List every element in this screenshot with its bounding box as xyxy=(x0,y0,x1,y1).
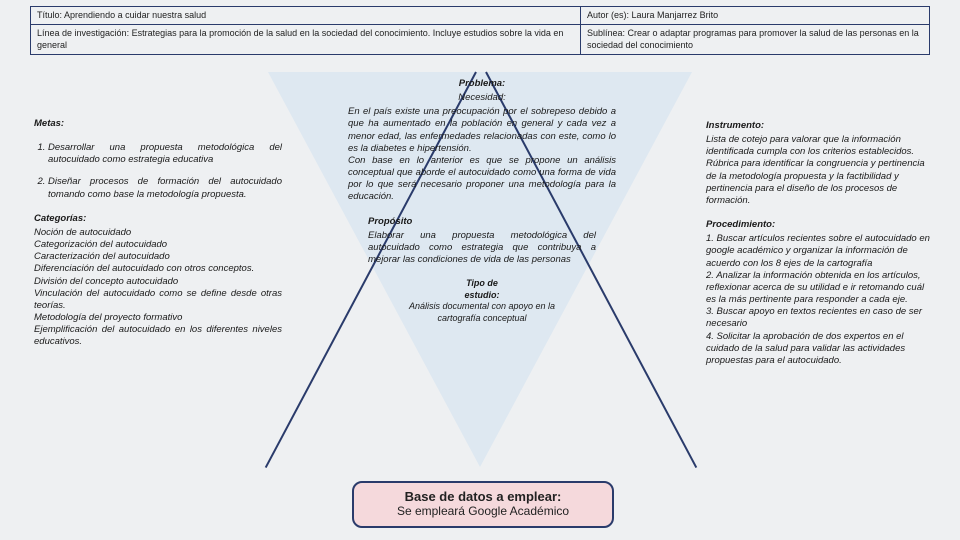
header-row-2: Línea de investigación: Estrategias para… xyxy=(31,25,929,54)
instrumento-body: Lista de cotejo para valorar que la info… xyxy=(706,134,934,207)
database-body: Se empleará Google Académico xyxy=(362,504,604,518)
header-table: Título: Aprendiendo a cuidar nuestra sal… xyxy=(30,6,930,55)
titulo-value: Aprendiendo a cuidar nuestra salud xyxy=(64,10,206,20)
sublinea-cell: Sublínea: Crear o adaptar programas para… xyxy=(581,25,929,54)
tipo-heading-1: Tipo de xyxy=(402,278,562,290)
problema-heading: Problema: xyxy=(348,78,616,90)
categorias-heading: Categorías: xyxy=(34,213,282,225)
proc-3: 3. Buscar apoyo en textos recientes en c… xyxy=(706,306,934,330)
proc-2: 2. Analizar la información obtenida en l… xyxy=(706,270,934,306)
titulo-cell: Título: Aprendiendo a cuidar nuestra sal… xyxy=(31,7,581,24)
left-column: Metas: Desarrollar una propuesta metodol… xyxy=(34,118,282,361)
categorias-body: Noción de autocuidado Categorización del… xyxy=(34,227,282,349)
autor-value: Laura Manjarrez Brito xyxy=(632,10,719,20)
center-column: Problema: Necesidad: En el país existe u… xyxy=(348,78,616,324)
header-row-1: Título: Aprendiendo a cuidar nuestra sal… xyxy=(31,7,929,25)
tipo-estudio: Tipo de estudio: Análisis documental con… xyxy=(348,278,616,324)
meta-2: Diseñar procesos de formación del autocu… xyxy=(48,176,282,200)
proposito-body: Elaborar una propuesta metodológica del … xyxy=(368,230,596,266)
linea-label: Línea de investigación: xyxy=(37,28,129,38)
necesidad-body: En el país existe una preocupación por e… xyxy=(348,106,616,203)
proposito-heading: Propósito xyxy=(368,216,596,228)
metas-list: Desarrollar una propuesta metodológica d… xyxy=(34,142,282,201)
necesidad-heading: Necesidad: xyxy=(348,92,616,104)
instrumento-heading: Instrumento: xyxy=(706,120,934,132)
meta-1: Desarrollar una propuesta metodológica d… xyxy=(48,142,282,166)
autor-cell: Autor (es): Laura Manjarrez Brito xyxy=(581,7,929,24)
proc-4: 4. Solicitar la aprobación de dos expert… xyxy=(706,331,934,367)
metas-heading: Metas: xyxy=(34,118,282,130)
tipo-heading-2: estudio: xyxy=(402,290,562,302)
database-box: Base de datos a emplear: Se empleará Goo… xyxy=(352,481,614,528)
linea-cell: Línea de investigación: Estrategias para… xyxy=(31,25,581,54)
sublinea-value: Crear o adaptar programas para promover … xyxy=(587,28,919,49)
right-column: Instrumento: Lista de cotejo para valora… xyxy=(706,120,934,379)
proc-1: 1. Buscar artículos recientes sobre el a… xyxy=(706,233,934,269)
titulo-label: Título: xyxy=(37,10,62,20)
procedimiento-heading: Procedimiento: xyxy=(706,219,934,231)
autor-label: Autor (es): xyxy=(587,10,629,20)
sublinea-label: Sublínea: xyxy=(587,28,625,38)
database-title: Base de datos a emplear: xyxy=(362,489,604,504)
tipo-body: Análisis documental con apoyo en la cart… xyxy=(402,301,562,324)
